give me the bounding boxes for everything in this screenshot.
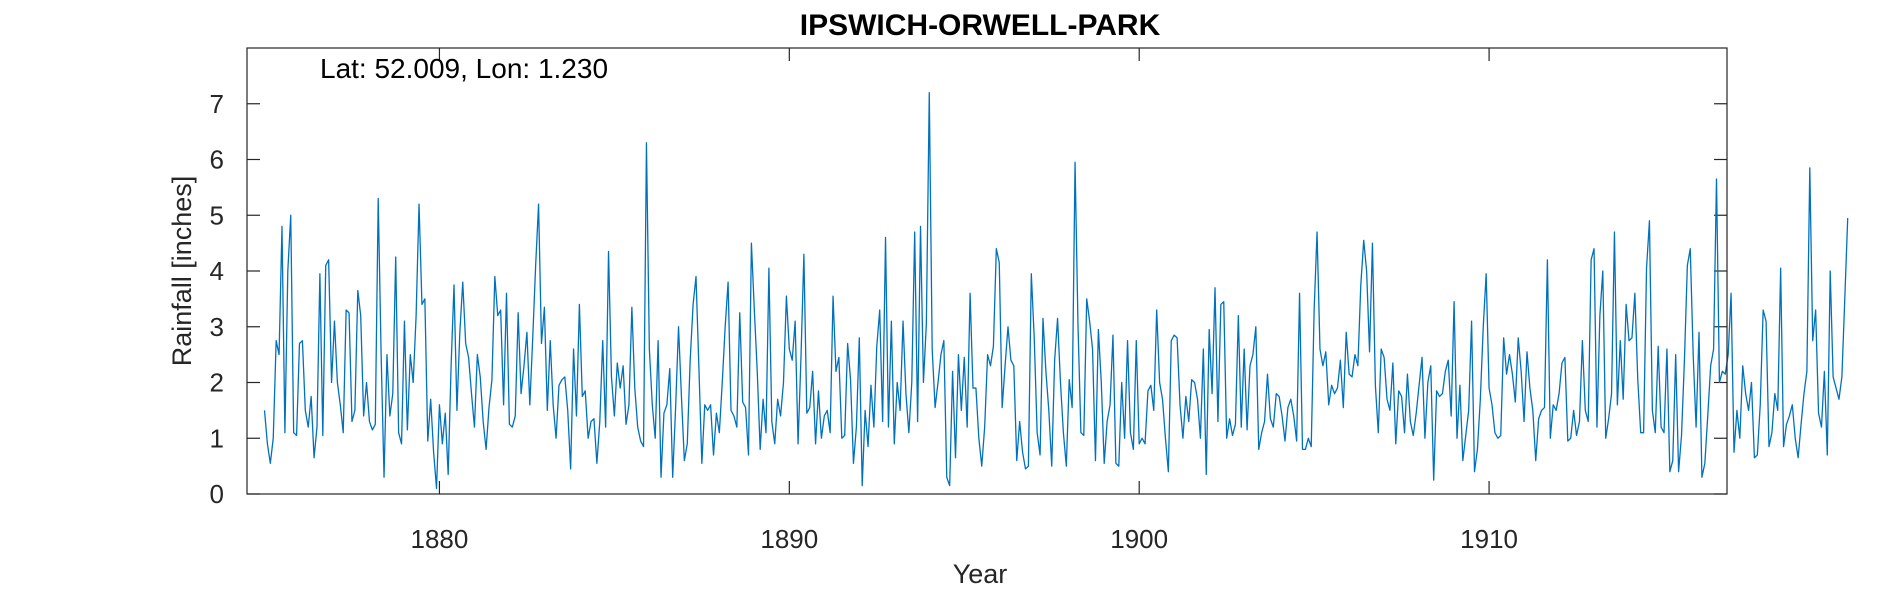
y-tick-label: 1: [210, 423, 224, 453]
x-tick-label: 1900: [1110, 524, 1168, 554]
y-axis-title: Rainfall [inches]: [167, 176, 197, 367]
x-tick-label: 1890: [760, 524, 818, 554]
y-tick-label: 3: [210, 312, 224, 342]
y-tick-label: 0: [210, 479, 224, 509]
y-tick-label: 4: [210, 256, 224, 286]
y-tick-label: 5: [210, 200, 224, 230]
y-tick-label: 2: [210, 368, 224, 398]
rainfall-series-line: [263, 91, 1849, 490]
chart-title: IPSWICH-ORWELL-PARK: [800, 9, 1161, 42]
axes-box: [246, 47, 1728, 495]
y-tick-label: 7: [210, 89, 224, 119]
x-tick-label: 1910: [1460, 524, 1518, 554]
series-layer: [263, 91, 1849, 490]
labels-layer: 1880 1890 1900 1910 0 1 2 3 4 5 6 7: [210, 89, 1518, 554]
x-axis-title: Year: [953, 559, 1008, 589]
plot-area: [247, 48, 1727, 494]
x-tick-label: 1880: [411, 524, 469, 554]
coordinates-annotation: Lat: 52.009, Lon: 1.230: [320, 53, 608, 84]
y-tick-label: 6: [210, 145, 224, 175]
